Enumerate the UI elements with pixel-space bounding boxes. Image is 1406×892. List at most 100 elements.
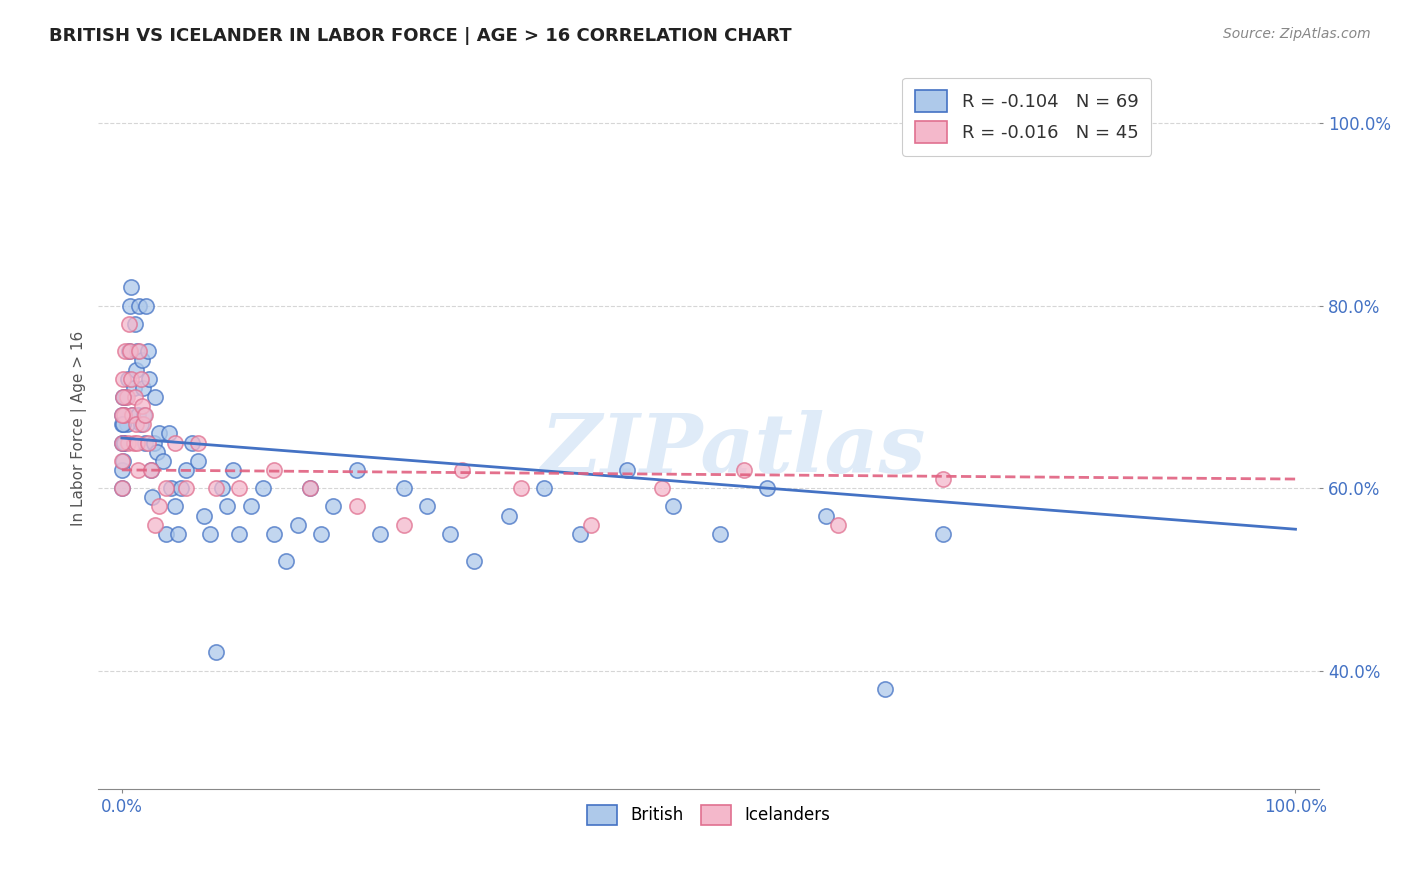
Point [135, 299, 157, 313]
Point [463, 554, 485, 568]
Point [509, 481, 531, 495]
Point [115, 417, 138, 432]
Point [662, 500, 685, 514]
Point [134, 408, 156, 422]
Point [239, 500, 262, 514]
Point [533, 481, 555, 495]
Point [651, 481, 673, 495]
Point [451, 463, 474, 477]
Point [111, 454, 134, 468]
Point [124, 390, 146, 404]
Point [122, 435, 145, 450]
Point [111, 481, 134, 495]
Point [111, 463, 134, 477]
Point [125, 362, 148, 376]
Point [120, 372, 142, 386]
Point [298, 481, 321, 495]
Point [157, 426, 180, 441]
Point [111, 417, 134, 432]
Point [121, 408, 143, 422]
Point [346, 500, 368, 514]
Point [141, 491, 163, 505]
Point [132, 417, 155, 432]
Point [129, 372, 152, 386]
Point [124, 317, 146, 331]
Point [204, 645, 226, 659]
Point [155, 481, 177, 495]
Point [136, 344, 159, 359]
Point [217, 500, 239, 514]
Point [204, 481, 226, 495]
Point [114, 344, 136, 359]
Point [127, 463, 149, 477]
Point [111, 435, 134, 450]
Point [111, 417, 134, 432]
Legend: British, Icelanders: British, Icelanders [578, 795, 839, 835]
Point [416, 500, 439, 514]
Point [134, 408, 156, 422]
Point [117, 372, 139, 386]
Point [181, 435, 204, 450]
Point [733, 463, 755, 477]
Point [228, 481, 250, 495]
Point [187, 454, 209, 468]
Point [127, 408, 149, 422]
Point [228, 526, 250, 541]
Point [167, 526, 190, 541]
Point [815, 508, 838, 523]
Point [146, 444, 169, 458]
Point [143, 390, 166, 404]
Point [125, 344, 148, 359]
Point [138, 372, 160, 386]
Point [112, 408, 135, 422]
Point [125, 417, 148, 432]
Point [131, 353, 153, 368]
Point [616, 463, 638, 477]
Point [118, 299, 141, 313]
Point [263, 463, 285, 477]
Point [134, 435, 156, 450]
Point [148, 500, 170, 514]
Point [132, 381, 155, 395]
Point [136, 435, 159, 450]
Point [263, 526, 285, 541]
Point [439, 526, 461, 541]
Point [141, 463, 163, 477]
Point [756, 481, 779, 495]
Point [111, 481, 134, 495]
Point [121, 408, 143, 422]
Point [111, 408, 134, 422]
Point [122, 381, 145, 395]
Point [111, 372, 134, 386]
Point [120, 280, 142, 294]
Point [392, 481, 415, 495]
Point [111, 435, 134, 450]
Point [211, 481, 233, 495]
Point [152, 454, 174, 468]
Point [276, 554, 298, 568]
Point [142, 435, 165, 450]
Point [141, 463, 163, 477]
Text: ZIPatlas: ZIPatlas [540, 410, 925, 491]
Point [118, 344, 141, 359]
Point [581, 517, 603, 532]
Point [827, 517, 849, 532]
Point [115, 390, 138, 404]
Point [932, 526, 955, 541]
Point [129, 417, 152, 432]
Text: BRITISH VS ICELANDER IN LABOR FORCE | AGE > 16 CORRELATION CHART: BRITISH VS ICELANDER IN LABOR FORCE | AG… [49, 27, 792, 45]
Point [111, 390, 134, 404]
Point [193, 508, 215, 523]
Point [163, 500, 186, 514]
Point [125, 435, 148, 450]
Point [176, 481, 198, 495]
Point [128, 344, 150, 359]
Text: Source: ZipAtlas.com: Source: ZipAtlas.com [1223, 27, 1371, 41]
Point [160, 481, 183, 495]
Point [111, 435, 134, 450]
Point [176, 463, 198, 477]
Point [873, 681, 896, 696]
Point [198, 526, 221, 541]
Point [252, 481, 274, 495]
Point [187, 435, 209, 450]
